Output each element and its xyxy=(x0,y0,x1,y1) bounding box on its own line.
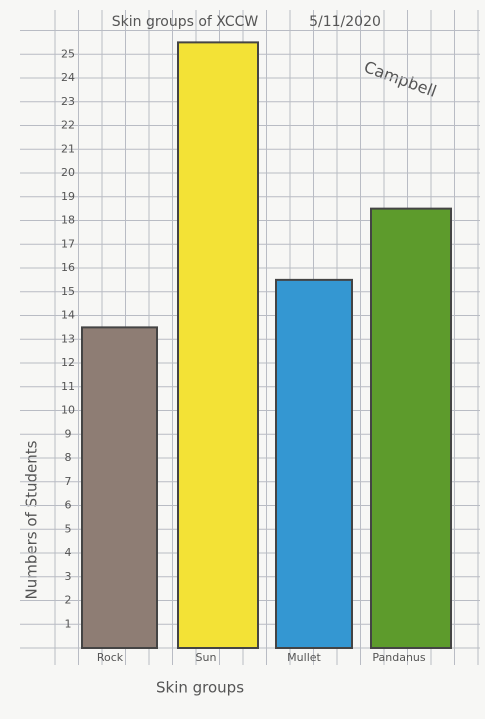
y-tick-label: 6 xyxy=(65,499,72,512)
y-tick-label: 14 xyxy=(61,309,75,322)
y-tick-label: 13 xyxy=(61,332,75,345)
x-tick-label: Sun xyxy=(196,651,217,664)
y-tick-label: 7 xyxy=(65,475,72,488)
y-tick-label: 12 xyxy=(61,356,75,369)
chart-title: Skin groups of XCCW xyxy=(112,14,259,30)
x-tick-label: Mullet xyxy=(287,651,321,664)
y-tick-label: 22 xyxy=(61,119,75,132)
x-tick-label: Pandanus xyxy=(372,651,426,664)
y-tick-label: 9 xyxy=(65,427,72,440)
y-tick-label: 11 xyxy=(61,380,75,393)
y-tick-label: 25 xyxy=(61,47,75,60)
y-tick-label: 19 xyxy=(61,190,75,203)
x-axis-label: Skin groups xyxy=(156,679,244,697)
bar xyxy=(275,278,353,649)
bar xyxy=(177,41,259,649)
x-tick-label: Rock xyxy=(97,651,124,664)
bar xyxy=(370,207,452,649)
y-tick-label: 17 xyxy=(61,237,75,250)
y-tick-label: 23 xyxy=(61,95,75,108)
y-tick-label: 1 xyxy=(65,617,72,630)
y-tick-label: 20 xyxy=(61,166,75,179)
y-tick-label: 8 xyxy=(65,451,72,464)
y-tick-label: 4 xyxy=(65,546,72,559)
y-tick-label: 21 xyxy=(61,142,75,155)
y-tick-label: 5 xyxy=(65,522,72,535)
y-tick-label: 10 xyxy=(61,404,75,417)
y-tick-label: 18 xyxy=(61,214,75,227)
y-tick-label: 2 xyxy=(65,594,72,607)
y-axis-label: Numbers of Students xyxy=(23,440,41,599)
y-tick-label: 24 xyxy=(61,71,75,84)
y-tick-label: 16 xyxy=(61,261,75,274)
bar xyxy=(81,326,158,649)
y-tick-label: 3 xyxy=(65,570,72,583)
y-tick-label: 15 xyxy=(61,285,75,298)
chart-date: 5/11/2020 xyxy=(309,14,381,30)
